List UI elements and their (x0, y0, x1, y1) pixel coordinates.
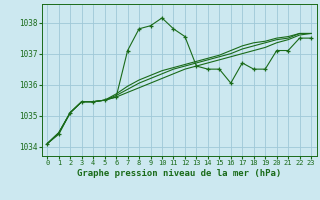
X-axis label: Graphe pression niveau de la mer (hPa): Graphe pression niveau de la mer (hPa) (77, 169, 281, 178)
